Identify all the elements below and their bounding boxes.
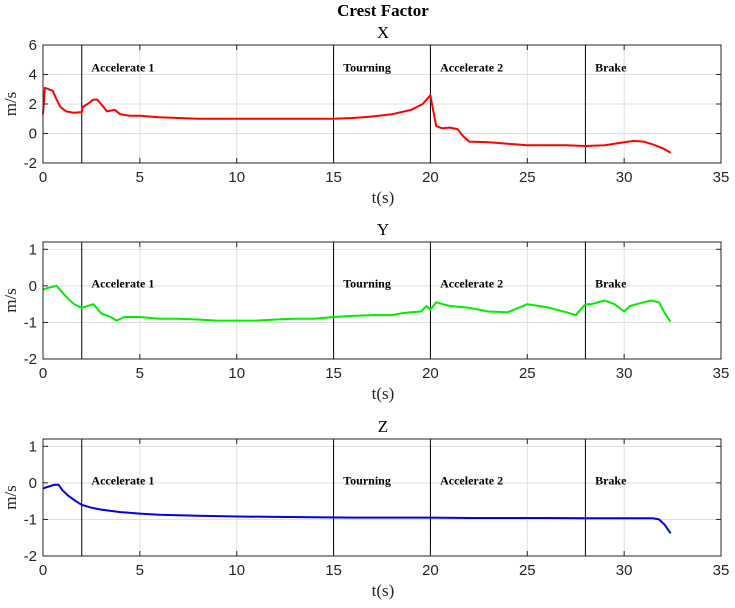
y-tick-label: -2 — [24, 351, 37, 368]
x-tick-label: 0 — [39, 365, 47, 382]
y-tick-label: 0 — [29, 475, 37, 492]
subplot-y: Accelerate 1 Tourning Accelerate 2 Brake 0 5 1… — [1, 220, 729, 403]
x-tick-label: 10 — [228, 562, 245, 579]
phase-label: Accelerate 1 — [91, 277, 154, 291]
y-tick-label: 0 — [29, 278, 37, 295]
subplot-x: Accelerate 1 Tourning Accelerate 2 Brake 0 5 1… — [1, 23, 729, 207]
x-tick-label: 25 — [519, 365, 536, 382]
y-axis-label: m/s — [1, 92, 20, 117]
x-tick-label: 20 — [422, 562, 439, 579]
x-axis-label: t(s) — [372, 384, 395, 403]
phase-label: Accelerate 2 — [440, 277, 503, 291]
y-tick-label: 2 — [29, 96, 37, 113]
y-tick-label: -2 — [24, 155, 37, 172]
series-line — [42, 284, 672, 323]
phase-label: Tourning — [343, 474, 391, 488]
x-tick-label: 15 — [325, 169, 342, 186]
subplot-panels: Accelerate 1 Tourning Accelerate 2 Brake 0 5 1… — [1, 23, 729, 600]
x-axis-label: t(s) — [372, 581, 395, 600]
subplot-title: Y — [377, 220, 389, 239]
x-axis-label: t(s) — [372, 188, 395, 207]
x-tick-label: 10 — [228, 365, 245, 382]
x-tick-label: 15 — [325, 562, 342, 579]
phase-label: Brake — [595, 474, 627, 488]
y-axis-label: m/s — [1, 485, 20, 510]
y-tick-label: 6 — [29, 37, 37, 54]
phase-label: Tourning — [343, 61, 391, 75]
plot-area — [43, 242, 721, 359]
x-tick-label: 35 — [713, 169, 730, 186]
axes-frame — [42, 241, 722, 360]
y-tick-label: 1 — [29, 241, 37, 258]
y-tick-label: -1 — [24, 511, 37, 528]
subplot-title: Z — [378, 417, 388, 436]
x-tick-label: 5 — [136, 365, 144, 382]
y-tick-label: -1 — [24, 314, 37, 331]
x-tick-label: 10 — [228, 169, 245, 186]
x-tick-label: 35 — [713, 562, 730, 579]
x-tick-label: 30 — [616, 365, 633, 382]
phase-label: Brake — [595, 61, 627, 75]
plot-area — [43, 439, 721, 556]
x-tick-label: 25 — [519, 169, 536, 186]
y-tick-label: 1 — [29, 438, 37, 455]
axes-frame — [42, 438, 722, 557]
x-tick-label: 5 — [136, 169, 144, 186]
x-tick-label: 0 — [39, 169, 47, 186]
phase-label: Brake — [595, 277, 627, 291]
series-line — [42, 483, 672, 534]
x-tick-label: 0 — [39, 562, 47, 579]
phase-label: Accelerate 1 — [91, 474, 154, 488]
phase-label: Accelerate 1 — [91, 61, 154, 75]
x-tick-label: 30 — [616, 169, 633, 186]
figure-title: Crest Factor — [337, 1, 429, 20]
y-tick-label: 4 — [29, 67, 37, 84]
y-tick-label: 0 — [29, 126, 37, 143]
x-tick-label: 20 — [422, 365, 439, 382]
subplot-z: Accelerate 1 Tourning Accelerate 2 Brake 0 5 1… — [1, 417, 729, 600]
series-line — [42, 86, 672, 154]
x-tick-label: 35 — [713, 365, 730, 382]
y-tick-label: -2 — [24, 548, 37, 565]
x-tick-label: 30 — [616, 562, 633, 579]
x-tick-label: 5 — [136, 562, 144, 579]
phase-label: Accelerate 2 — [440, 61, 503, 75]
x-tick-label: 20 — [422, 169, 439, 186]
x-tick-label: 15 — [325, 365, 342, 382]
x-tick-label: 25 — [519, 562, 536, 579]
phase-label: Accelerate 2 — [440, 474, 503, 488]
y-axis-label: m/s — [1, 288, 20, 313]
subplot-title: X — [377, 23, 389, 42]
phase-label: Tourning — [343, 277, 391, 291]
